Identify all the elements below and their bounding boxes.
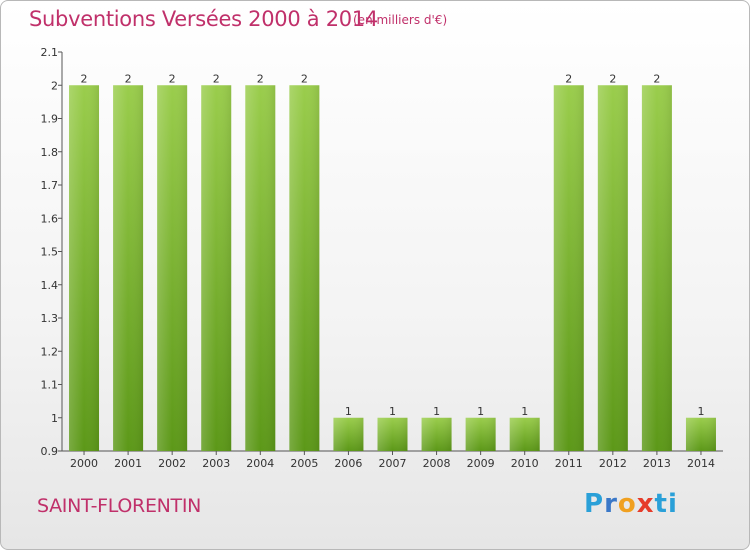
x-tick-label: 2000 [70, 457, 98, 470]
bar-shine [201, 85, 232, 451]
x-tick-label: 2013 [643, 457, 671, 470]
bar-value-label: 1 [521, 405, 528, 418]
x-tick-label: 2002 [158, 457, 186, 470]
bar-value-label: 2 [301, 72, 308, 85]
chart-title: Subventions Versées 2000 à 2014 [29, 7, 378, 31]
x-tick-label: 2004 [246, 457, 274, 470]
y-tick-label: 1.8 [41, 146, 59, 159]
x-tick-label: 2012 [599, 457, 627, 470]
bar-shine [69, 85, 100, 451]
y-tick-label: 1.3 [41, 312, 59, 325]
bar-value-label: 2 [565, 72, 572, 85]
logo-letters-ti: ti [654, 489, 678, 519]
y-tick-label: 1.6 [41, 212, 59, 225]
y-tick-label: 1.9 [41, 113, 59, 126]
bar-shine [597, 85, 628, 451]
y-tick-label: 2 [51, 79, 58, 92]
y-tick-label: 1.1 [41, 379, 59, 392]
bar-value-label: 1 [389, 405, 396, 418]
x-tick-label: 2006 [334, 457, 362, 470]
y-tick-label: 2.1 [41, 46, 59, 59]
x-tick-label: 2008 [423, 457, 451, 470]
bar-shine [157, 85, 188, 451]
bar-value-label: 1 [433, 405, 440, 418]
bar-shine [465, 417, 496, 451]
x-tick-label: 2005 [290, 457, 318, 470]
y-tick-label: 1 [51, 412, 58, 425]
bar-shine [553, 85, 584, 451]
bar-shine [685, 417, 716, 451]
bar-value-label: 1 [345, 405, 352, 418]
chart-subtitle: (en milliers d'€) [353, 13, 448, 27]
bar-value-label: 2 [609, 72, 616, 85]
x-tick-label: 2009 [467, 457, 495, 470]
x-tick-label: 2003 [202, 457, 230, 470]
bar-value-label: 2 [257, 72, 264, 85]
x-tick-label: 2007 [379, 457, 407, 470]
x-tick-label: 2010 [511, 457, 539, 470]
bar-value-label: 2 [125, 72, 132, 85]
logo-letter-x: x [636, 489, 655, 519]
commune-name: SAINT-FLORENTIN [37, 495, 202, 517]
y-tick-label: 0.9 [41, 445, 59, 458]
y-tick-label: 1.5 [41, 246, 59, 259]
bar-shine [641, 85, 672, 451]
bar-value-label: 1 [477, 405, 484, 418]
logo-letter-o: o [617, 489, 637, 519]
y-tick-label: 1.4 [41, 279, 59, 292]
logo-letter-r: r [604, 489, 618, 519]
bar-shine [377, 417, 408, 451]
bar-shine [245, 85, 276, 451]
chart-bars: 2 2 2 2 2 2 1 1 1 1 1 2 2 2 1 [69, 72, 716, 451]
bar-value-label: 2 [169, 72, 176, 85]
bar-value-label: 2 [81, 72, 88, 85]
logo-letter-p: P [584, 489, 605, 519]
chart-axes: 0.9 1 1.1 1.2 1.3 1.4 1.5 1.6 1.7 1.8 1.9 2 2.1 2000 2… [41, 46, 723, 470]
x-tick-label: 2001 [114, 457, 142, 470]
x-tick-label: 2014 [687, 457, 715, 470]
bar-shine [421, 417, 452, 451]
bar-shine [289, 85, 320, 451]
bar-value-label: 2 [653, 72, 660, 85]
bar-value-label: 1 [697, 405, 704, 418]
bar-value-label: 2 [213, 72, 220, 85]
y-tick-label: 1.7 [41, 179, 59, 192]
bar-shine [509, 417, 540, 451]
bar-shine [113, 85, 144, 451]
x-tick-label: 2011 [555, 457, 583, 470]
y-tick-label: 1.2 [41, 345, 59, 358]
proxiti-logo: Proxti [584, 489, 678, 519]
bar-shine [333, 417, 364, 451]
